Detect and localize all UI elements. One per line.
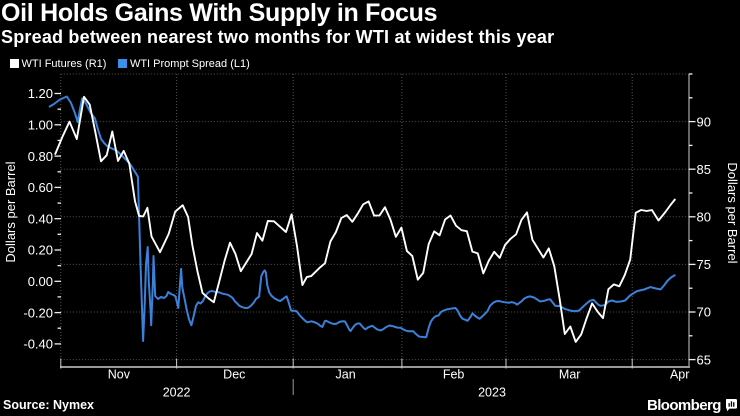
svg-text:90: 90 <box>697 114 711 129</box>
svg-text:0.60: 0.60 <box>28 180 53 195</box>
svg-text:0.40: 0.40 <box>28 211 53 226</box>
svg-text:Dollars per Barrel: Dollars per Barrel <box>725 162 740 263</box>
svg-text:85: 85 <box>697 162 711 177</box>
svg-text:80: 80 <box>697 210 711 225</box>
svg-text:2022: 2022 <box>163 386 191 400</box>
svg-text:Dec: Dec <box>223 368 245 382</box>
svg-text:2023: 2023 <box>478 386 506 400</box>
svg-text:1.00: 1.00 <box>28 118 53 133</box>
svg-text:1.20: 1.20 <box>28 86 53 101</box>
svg-text:0.20: 0.20 <box>28 243 53 258</box>
svg-text:-0.40: -0.40 <box>23 337 53 352</box>
svg-text:Feb: Feb <box>443 368 465 382</box>
svg-text:75: 75 <box>697 257 711 272</box>
svg-text:Apr: Apr <box>670 368 689 382</box>
svg-text:Mar: Mar <box>559 368 581 382</box>
svg-text:0.80: 0.80 <box>28 149 53 164</box>
svg-text:Dollars per Barrel: Dollars per Barrel <box>3 161 18 262</box>
svg-text:70: 70 <box>697 305 711 320</box>
svg-text:Jan: Jan <box>336 368 356 382</box>
svg-text:-0.20: -0.20 <box>23 305 53 320</box>
svg-text:65: 65 <box>697 352 711 367</box>
svg-text:Nov: Nov <box>108 368 131 382</box>
svg-text:0.00: 0.00 <box>28 274 53 289</box>
